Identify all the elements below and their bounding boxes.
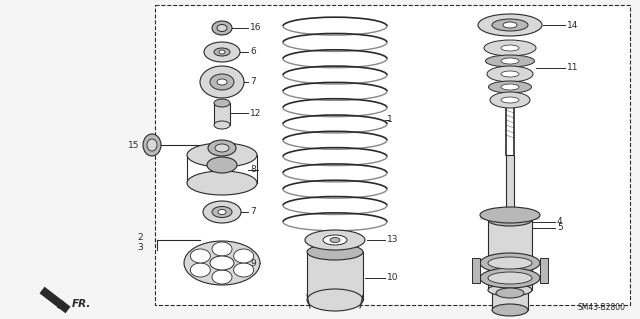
Text: 11: 11 [567,63,579,72]
Text: 12: 12 [250,108,261,117]
Ellipse shape [214,121,230,129]
Ellipse shape [210,74,234,90]
Ellipse shape [496,288,524,298]
Text: 2: 2 [137,233,143,241]
Bar [214,103,230,125]
Text: 16: 16 [250,24,262,33]
Ellipse shape [218,210,226,214]
Ellipse shape [214,99,230,107]
Text: 6: 6 [250,48,256,56]
Ellipse shape [187,171,257,195]
Text: 10: 10 [387,273,399,283]
Text: FR.: FR. [72,299,92,309]
Text: 4: 4 [557,218,563,226]
Ellipse shape [478,14,542,36]
Ellipse shape [234,249,253,263]
Ellipse shape [217,79,227,85]
Bar [307,252,363,300]
Ellipse shape [323,235,347,245]
Text: 9: 9 [250,258,256,268]
Bar [488,220,532,290]
Ellipse shape [204,42,240,62]
Ellipse shape [200,66,244,98]
Ellipse shape [203,201,241,223]
Ellipse shape [488,284,532,296]
Ellipse shape [210,256,234,270]
Text: 1: 1 [387,115,393,124]
Text: SM43-B2800: SM43-B2800 [577,303,625,312]
Ellipse shape [330,238,340,242]
Ellipse shape [486,55,534,67]
Bar [480,215,540,220]
Ellipse shape [503,22,517,28]
Ellipse shape [501,71,519,77]
Text: 7: 7 [250,207,256,217]
Bar [506,155,514,215]
Ellipse shape [492,19,528,31]
Ellipse shape [307,289,363,311]
Bar [155,5,630,305]
Text: 7: 7 [250,78,256,86]
Ellipse shape [184,241,260,285]
Ellipse shape [501,58,519,64]
Ellipse shape [212,270,232,284]
Ellipse shape [490,92,530,108]
Ellipse shape [305,230,365,250]
Ellipse shape [212,21,232,35]
Ellipse shape [234,263,253,277]
Ellipse shape [488,81,531,93]
Ellipse shape [492,304,528,316]
Text: 14: 14 [567,20,579,29]
Bar [540,258,548,283]
Ellipse shape [488,272,532,284]
Text: 5: 5 [557,224,563,233]
Ellipse shape [190,263,211,277]
Ellipse shape [212,206,232,218]
Bar [472,258,480,283]
Ellipse shape [214,48,230,56]
Ellipse shape [217,25,227,32]
Ellipse shape [212,242,232,256]
Text: 8: 8 [250,166,256,174]
Ellipse shape [501,84,519,90]
Ellipse shape [307,244,363,260]
Ellipse shape [147,139,157,151]
Ellipse shape [501,97,519,103]
Bar [187,155,257,183]
Ellipse shape [487,66,533,82]
Ellipse shape [208,140,236,156]
Ellipse shape [215,144,229,152]
Ellipse shape [488,257,532,269]
Ellipse shape [501,45,519,51]
Ellipse shape [219,50,225,54]
Ellipse shape [488,214,532,226]
Ellipse shape [480,268,540,288]
Ellipse shape [190,249,211,263]
Text: 3: 3 [137,242,143,251]
Text: 15: 15 [128,140,140,150]
Text: 13: 13 [387,235,399,244]
Ellipse shape [187,143,257,167]
Ellipse shape [207,157,237,173]
Ellipse shape [480,253,540,273]
Ellipse shape [484,40,536,56]
Ellipse shape [480,207,540,223]
Ellipse shape [143,134,161,156]
Bar [492,290,528,310]
